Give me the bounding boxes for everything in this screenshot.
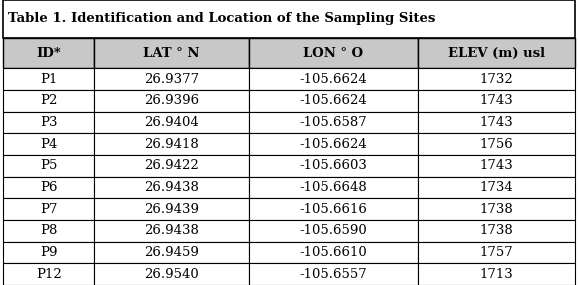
Text: 26.9377: 26.9377 [144,73,199,86]
Text: LAT ° N: LAT ° N [143,46,200,60]
Bar [249,198,418,220]
Text: 1757: 1757 [480,246,513,259]
Bar [94,263,249,285]
Bar [418,90,575,112]
Text: P9: P9 [40,246,57,259]
Text: 1734: 1734 [480,181,513,194]
Text: 26.9438: 26.9438 [144,224,199,237]
Bar [94,242,249,263]
Text: 1738: 1738 [480,203,513,216]
Text: P4: P4 [40,138,57,151]
Bar [94,90,249,112]
Bar [418,155,575,177]
Text: P6: P6 [40,181,57,194]
Bar [249,90,418,112]
Text: P1: P1 [40,73,57,86]
Text: 26.9439: 26.9439 [144,203,199,216]
Bar [3,38,94,68]
Bar [3,90,94,112]
Text: -105.6648: -105.6648 [299,181,367,194]
Text: 1732: 1732 [480,73,513,86]
Bar [94,68,249,90]
Bar [418,38,575,68]
Bar [249,38,418,68]
Bar [249,68,418,90]
Text: -105.6616: -105.6616 [299,203,367,216]
Text: 1756: 1756 [480,138,513,151]
Bar [418,198,575,220]
Bar [94,112,249,133]
Bar [418,133,575,155]
Bar [249,133,418,155]
Bar [94,220,249,242]
Bar [94,177,249,198]
Bar [249,112,418,133]
Bar [3,263,94,285]
Bar [3,220,94,242]
Text: 26.9404: 26.9404 [144,116,199,129]
Text: 26.9459: 26.9459 [144,246,199,259]
Text: ID*: ID* [36,46,61,60]
Bar [3,112,94,133]
Text: 26.9422: 26.9422 [144,159,199,172]
Text: -105.6610: -105.6610 [299,246,367,259]
Text: P12: P12 [36,268,61,281]
Text: P2: P2 [40,94,57,107]
Text: -105.6603: -105.6603 [299,159,367,172]
Bar [418,242,575,263]
Text: 1743: 1743 [480,94,513,107]
Bar [418,112,575,133]
Text: 1743: 1743 [480,159,513,172]
Text: -105.6624: -105.6624 [299,73,367,86]
Text: P8: P8 [40,224,57,237]
Text: ELEV (m) usl: ELEV (m) usl [448,46,545,60]
Text: -105.6557: -105.6557 [299,268,367,281]
Text: 26.9418: 26.9418 [144,138,199,151]
Bar [249,263,418,285]
Text: 26.9540: 26.9540 [144,268,199,281]
Text: LON ° O: LON ° O [303,46,364,60]
Text: -105.6590: -105.6590 [299,224,367,237]
Text: 26.9396: 26.9396 [144,94,199,107]
Bar [3,155,94,177]
Bar [3,177,94,198]
Bar [418,220,575,242]
Bar [249,242,418,263]
Bar [249,177,418,198]
Bar [3,0,575,38]
Text: 1738: 1738 [480,224,513,237]
Bar [418,263,575,285]
Bar [94,38,249,68]
Text: P3: P3 [40,116,57,129]
Bar [94,133,249,155]
Text: Table 1. Identification and Location of the Sampling Sites: Table 1. Identification and Location of … [8,12,435,25]
Text: -105.6624: -105.6624 [299,138,367,151]
Bar [249,155,418,177]
Text: P5: P5 [40,159,57,172]
Bar [3,242,94,263]
Bar [3,133,94,155]
Text: 1713: 1713 [480,268,513,281]
Text: 1743: 1743 [480,116,513,129]
Bar [249,220,418,242]
Text: -105.6624: -105.6624 [299,94,367,107]
Bar [94,155,249,177]
Bar [3,68,94,90]
Bar [3,198,94,220]
Text: P7: P7 [40,203,57,216]
Text: 26.9438: 26.9438 [144,181,199,194]
Bar [418,177,575,198]
Bar [418,68,575,90]
Text: -105.6587: -105.6587 [299,116,367,129]
Bar [94,198,249,220]
